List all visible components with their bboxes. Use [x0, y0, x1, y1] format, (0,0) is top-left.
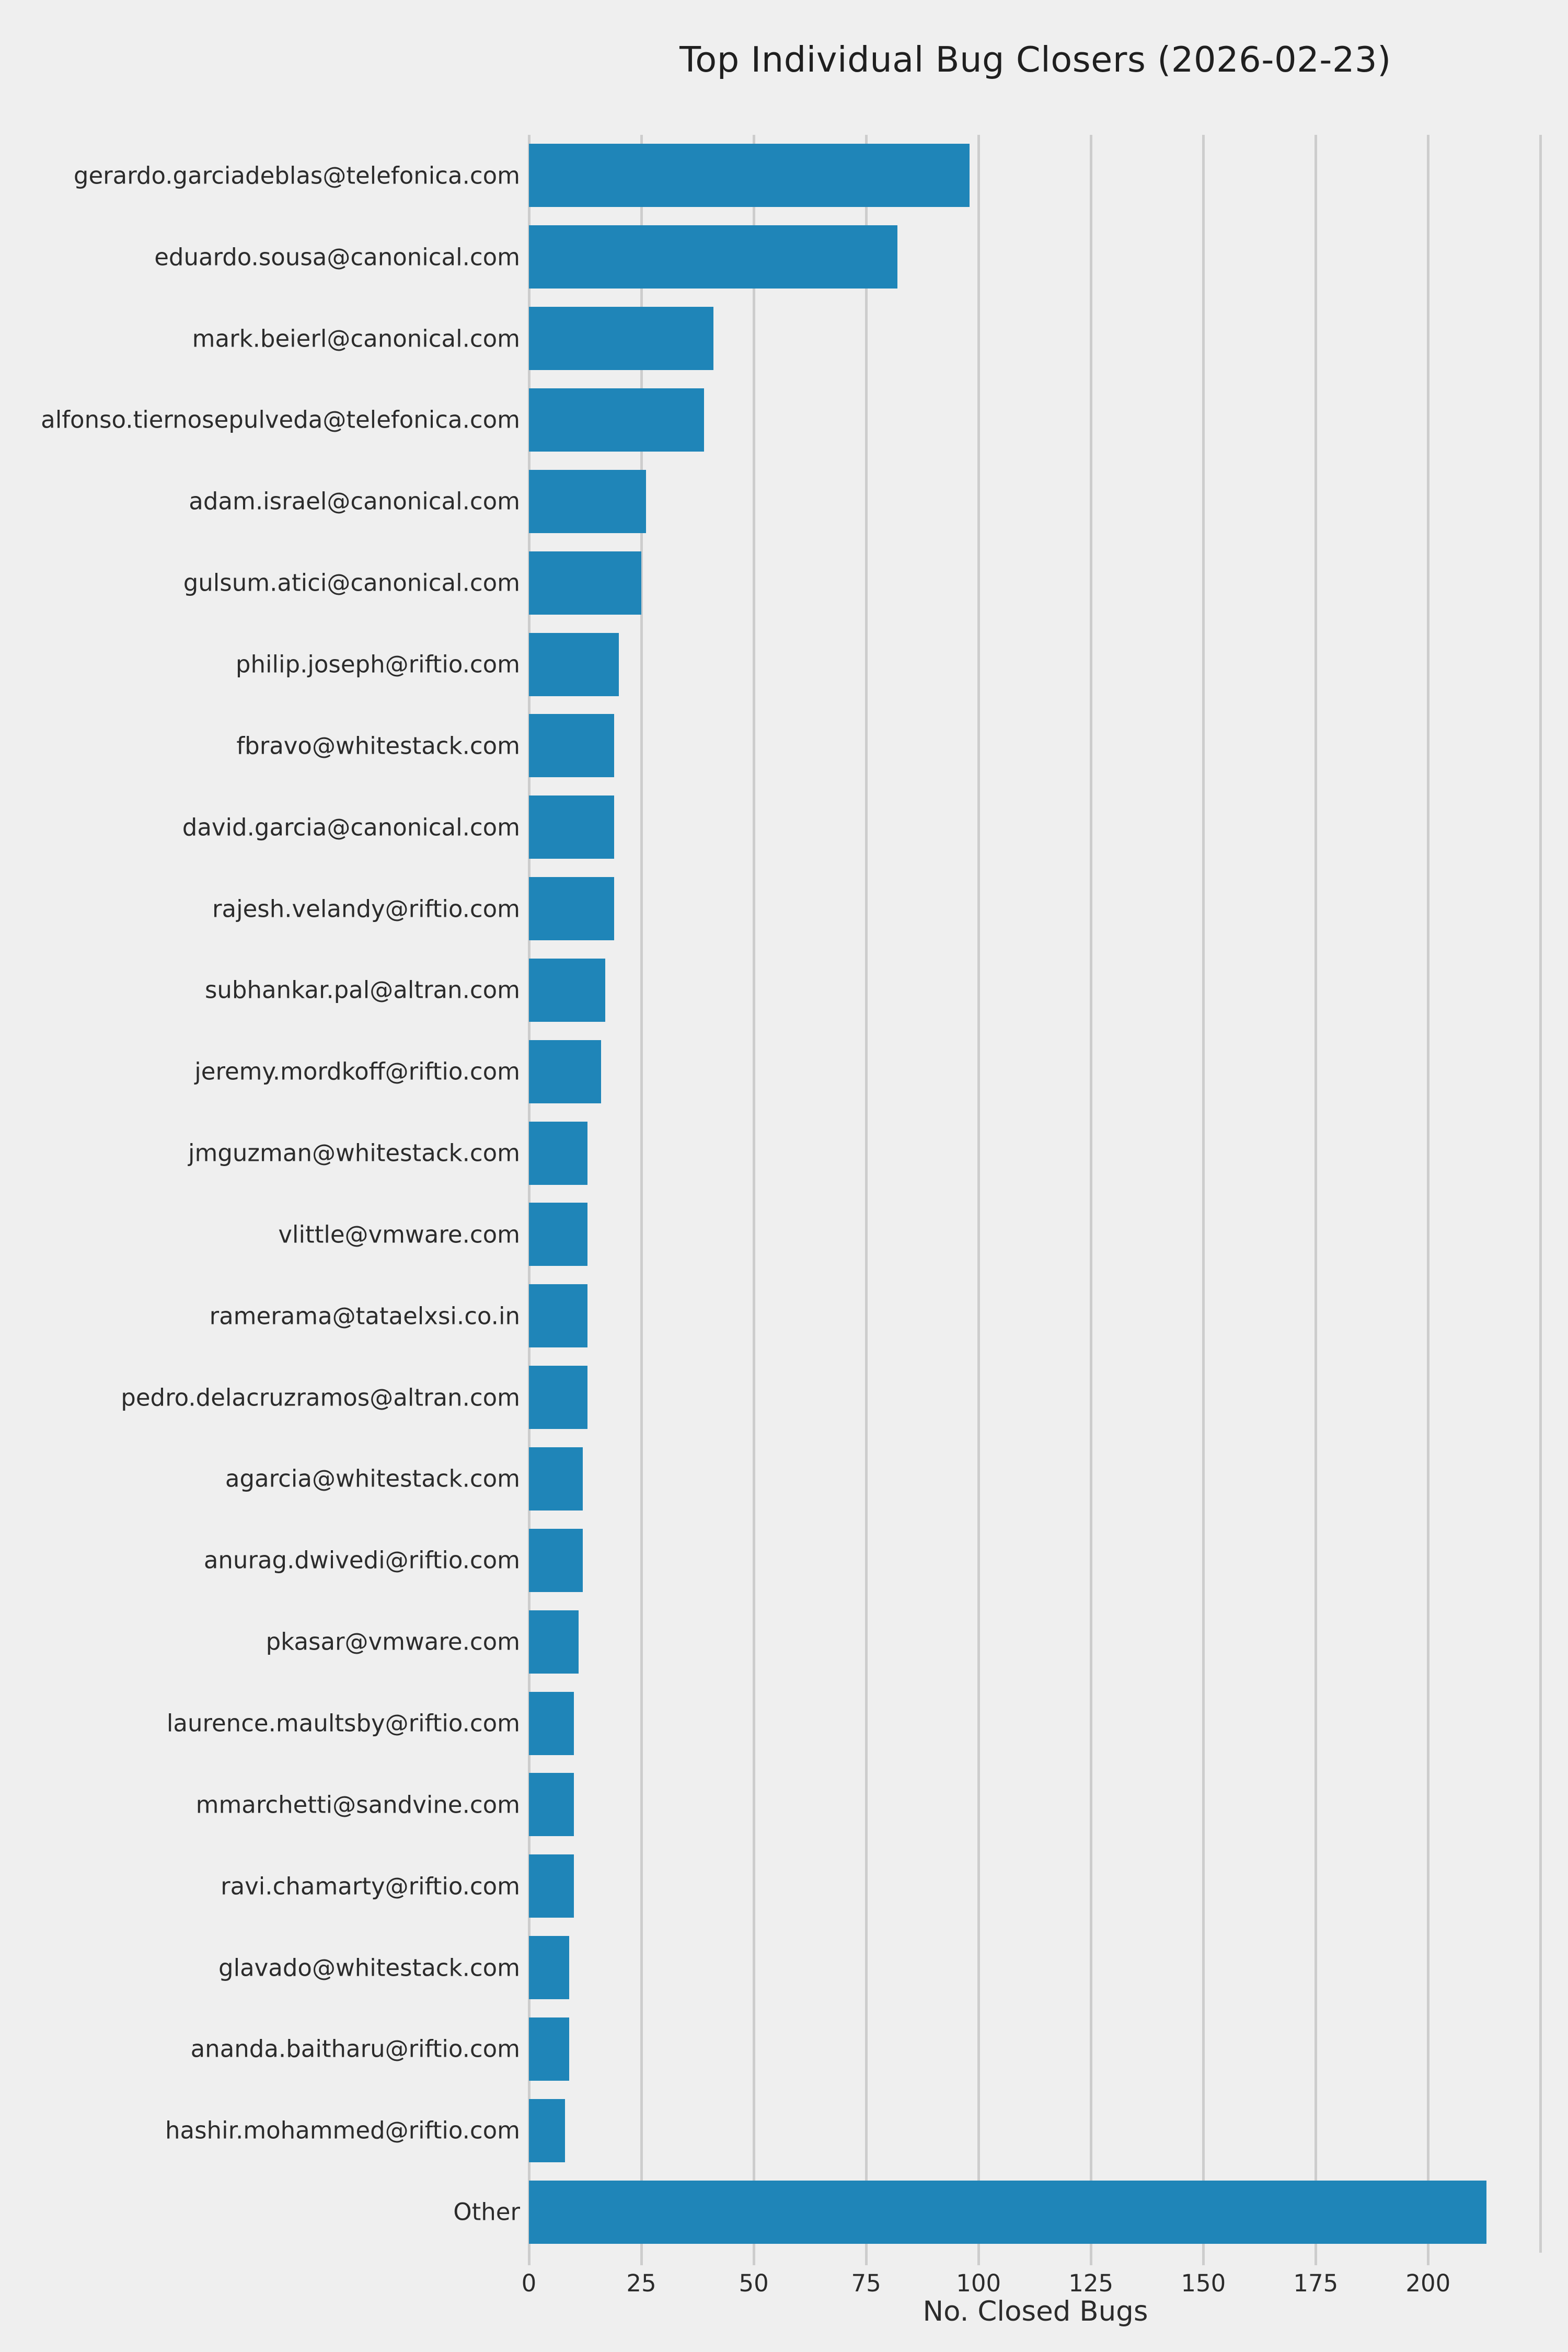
y-axis-label: ananda.baitharu@riftio.com	[190, 2035, 520, 2063]
grid-line	[1427, 135, 1430, 2253]
bar	[529, 632, 619, 696]
y-axis-label: jmguzman@whitestack.com	[188, 1139, 520, 1167]
y-axis-label: pkasar@vmware.com	[266, 1628, 520, 1656]
y-axis-label: gerardo.garciadeblas@telefonica.com	[73, 162, 520, 190]
y-axis-label: adam.israel@canonical.com	[189, 487, 520, 515]
y-axis-label: philip.joseph@riftio.com	[235, 650, 520, 678]
y-axis-label: pedro.delacruzramos@altran.com	[121, 1383, 520, 1412]
y-axis-label: mark.beierl@canonical.com	[192, 325, 520, 353]
grid-line	[1539, 135, 1542, 2253]
grid-line	[753, 135, 756, 2253]
grid-line	[977, 135, 981, 2253]
y-axis-label: Other	[453, 2198, 520, 2226]
x-tick-mark	[753, 2253, 756, 2265]
bar	[529, 958, 606, 1022]
x-tick-label: 200	[1405, 2269, 1451, 2297]
bar	[529, 714, 615, 778]
x-tick-label: 75	[851, 2269, 881, 2297]
grid-line	[528, 135, 531, 2253]
y-axis-label: anurag.dwivedi@riftio.com	[203, 1546, 520, 1574]
grid-line	[1202, 135, 1205, 2253]
x-tick-mark	[865, 2253, 868, 2265]
y-axis-label: hashir.mohammed@riftio.com	[165, 2116, 520, 2145]
bar	[529, 1691, 574, 1755]
bar	[529, 307, 713, 371]
bar	[529, 2099, 565, 2162]
plot-area	[528, 135, 1542, 2253]
bar	[529, 1447, 583, 1511]
bar	[529, 225, 898, 289]
y-axis-label: laurence.maultsby@riftio.com	[166, 1709, 520, 1737]
y-axis-label: jeremy.mordkoff@riftio.com	[194, 1057, 520, 1086]
y-axis-label: david.garcia@canonical.com	[182, 813, 520, 841]
grid-line	[1090, 135, 1093, 2253]
bar	[529, 1284, 587, 1348]
bar	[529, 388, 705, 452]
y-axis-label: mmarchetti@sandvine.com	[195, 1791, 520, 1819]
y-axis-label: fbravo@whitestack.com	[236, 732, 520, 760]
y-axis-label: ravi.chamarty@riftio.com	[221, 1872, 520, 1900]
bar	[529, 144, 970, 207]
bar	[529, 795, 615, 859]
bar	[529, 1121, 587, 1185]
bar	[529, 1773, 574, 1837]
bar	[529, 1366, 587, 1429]
bar	[529, 1854, 574, 1918]
x-tick-mark	[1202, 2253, 1205, 2265]
x-tick-mark	[1090, 2253, 1093, 2265]
x-tick-mark	[1315, 2253, 1318, 2265]
y-axis-label: glavado@whitestack.com	[218, 1954, 520, 1982]
x-tick-label: 150	[1181, 2269, 1226, 2297]
grid-line	[865, 135, 868, 2253]
y-axis-label: gulsum.atici@canonical.com	[183, 569, 520, 597]
x-tick-mark	[1427, 2253, 1430, 2265]
bar	[529, 877, 615, 941]
x-tick-label: 175	[1293, 2269, 1339, 2297]
y-axis-label: vlittle@vmware.com	[278, 1220, 520, 1249]
x-tick-label: 50	[739, 2269, 769, 2297]
bar	[529, 1610, 579, 1674]
bar	[529, 551, 642, 615]
x-axis-label: No. Closed Bugs	[923, 2296, 1148, 2327]
bar	[529, 2180, 1487, 2244]
x-tick-label: 0	[521, 2269, 537, 2297]
x-tick-mark	[640, 2253, 643, 2265]
bar	[529, 1203, 587, 1266]
grid-line	[1315, 135, 1318, 2253]
bar	[529, 2017, 570, 2081]
y-axis-label: rajesh.velandy@riftio.com	[212, 895, 520, 923]
y-axis-label: alfonso.tiernosepulveda@telefonica.com	[41, 406, 520, 434]
x-tick-mark	[528, 2253, 531, 2265]
x-tick-label: 25	[626, 2269, 656, 2297]
y-axis-label: agarcia@whitestack.com	[225, 1465, 520, 1493]
y-axis-label: subhankar.pal@altran.com	[204, 976, 520, 1004]
bar	[529, 1040, 601, 1103]
x-tick-mark	[977, 2253, 981, 2265]
bar	[529, 1936, 570, 2000]
bar	[529, 469, 646, 533]
y-axis-label: ramerama@tataelxsi.co.in	[209, 1302, 520, 1330]
chart-title: Top Individual Bug Closers (2026-02-23)	[679, 39, 1391, 80]
grid-line	[640, 135, 643, 2253]
x-tick-label: 125	[1068, 2269, 1114, 2297]
y-axis-labels: gerardo.garciadeblas@telefonica.com eduar…	[0, 135, 520, 2253]
x-tick-label: 100	[956, 2269, 1001, 2297]
y-axis-label: eduardo.sousa@canonical.com	[154, 243, 520, 271]
bar	[529, 1528, 583, 1592]
